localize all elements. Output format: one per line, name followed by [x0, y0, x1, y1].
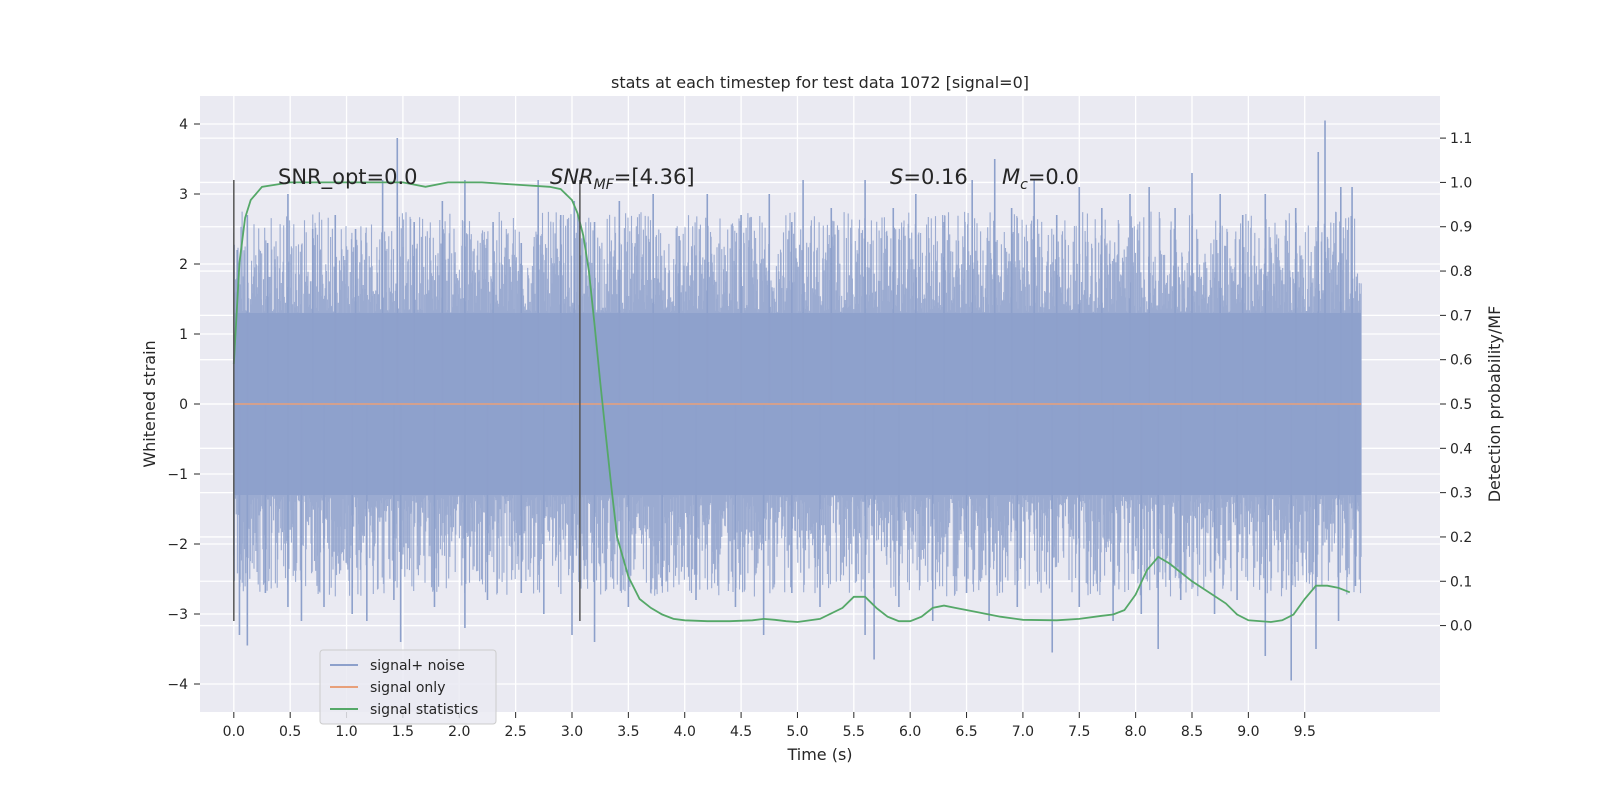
x-tick-label: 0.0 [223, 724, 245, 740]
vertical-markers [233, 180, 581, 621]
x-tick-label: 8.0 [1125, 724, 1147, 740]
x-tick-label: 6.0 [899, 724, 921, 740]
x-tick-label: 1.5 [392, 724, 414, 740]
mc-name: M [1002, 165, 1020, 189]
legend: signal+ noise signal only signal statist… [319, 649, 497, 725]
s-name: S [890, 165, 903, 189]
snr-mf-name: SNR [550, 165, 594, 189]
snr-mf-subscript: MF [594, 177, 615, 193]
y-tick-label: 2 [179, 257, 188, 273]
y-tick-label: −2 [167, 537, 188, 553]
y-tick-label: 1 [179, 327, 188, 343]
s-value: =0.16 [903, 165, 967, 189]
axes: 0.0 0.5 1.0 1.5 2.0 2.5 3.0 3.5 4.0 4.5 5.0 5.5 6.0 6… [167, 117, 1472, 740]
annotations: SNR_opt=0.0 SNRMF=[4.36] S=0.16 Mc=0.0 [278, 165, 1079, 193]
x-tick-label: 2.0 [448, 724, 470, 740]
annotation-snr-mf: SNRMF=[4.36] [550, 165, 695, 193]
y-tick-label: 0 [179, 397, 188, 413]
x-tick-label: 5.5 [843, 724, 865, 740]
x-tick-label: 9.5 [1294, 724, 1316, 740]
y2-tick-label: 0.6 [1450, 353, 1472, 369]
y-tick-label: 3 [179, 187, 188, 203]
line-series [232, 181, 1362, 623]
y2-tick-label: 0.8 [1450, 264, 1472, 280]
y2-tick-label: 0.2 [1450, 530, 1472, 546]
chart-title: stats at each timestep for test data 107… [611, 73, 1029, 92]
y-tick-label: 4 [179, 117, 188, 133]
annotation-s: S=0.16 [890, 165, 968, 189]
annotation-snr-opt: SNR_opt=0.0 [278, 165, 418, 190]
y2-tick-label: 0.0 [1450, 619, 1472, 635]
x-tick-label: 7.5 [1068, 724, 1090, 740]
legend-box [319, 649, 497, 725]
x-tick-label: 7.0 [1012, 724, 1034, 740]
y2-tick-label: 0.1 [1450, 574, 1472, 590]
x-tick-label: 3.0 [561, 724, 583, 740]
x-tick-label: 1.0 [335, 724, 357, 740]
x-tick-label: 8.5 [1181, 724, 1203, 740]
legend-label-signal-statistics: signal statistics [370, 702, 478, 718]
x-tick-label: 5.0 [786, 724, 808, 740]
mc-value: =0.0 [1028, 165, 1079, 189]
series-signal-statistics [232, 181, 1351, 623]
y-tick-label: −1 [167, 467, 188, 483]
y2-tick-label: 0.7 [1450, 308, 1472, 324]
y-tick-label: −4 [167, 677, 188, 693]
y2-tick-label: 1.0 [1450, 175, 1472, 191]
y2-tick-label: 0.9 [1450, 220, 1472, 236]
x-tick-label: 9.0 [1237, 724, 1259, 740]
x-tick-label: 6.5 [955, 724, 977, 740]
y2-tick-label: 0.5 [1450, 397, 1472, 413]
y-axis-label: Whitened strain [140, 340, 159, 467]
y2-tick-label: 1.1 [1450, 131, 1472, 147]
mc-subscript: c [1020, 177, 1028, 193]
y-tick-label: −3 [167, 607, 188, 623]
x-tick-label: 2.5 [505, 724, 527, 740]
x-tick-label: 3.5 [617, 724, 639, 740]
y2-tick-label: 0.3 [1450, 486, 1472, 502]
legend-label-signal-noise: signal+ noise [370, 658, 465, 674]
x-tick-label: 0.5 [279, 724, 301, 740]
snr-mf-value: =[4.36] [614, 165, 695, 189]
legend-label-signal-only: signal only [370, 680, 445, 696]
x-tick-label: 4.5 [730, 724, 752, 740]
y2-tick-label: 0.4 [1450, 441, 1472, 457]
x-axis-label: Time (s) [786, 745, 852, 764]
x-tick-label: 4.0 [674, 724, 696, 740]
annotation-mc: Mc=0.0 [1002, 165, 1079, 193]
y2-axis-label: Detection probability/MF [1485, 306, 1504, 503]
